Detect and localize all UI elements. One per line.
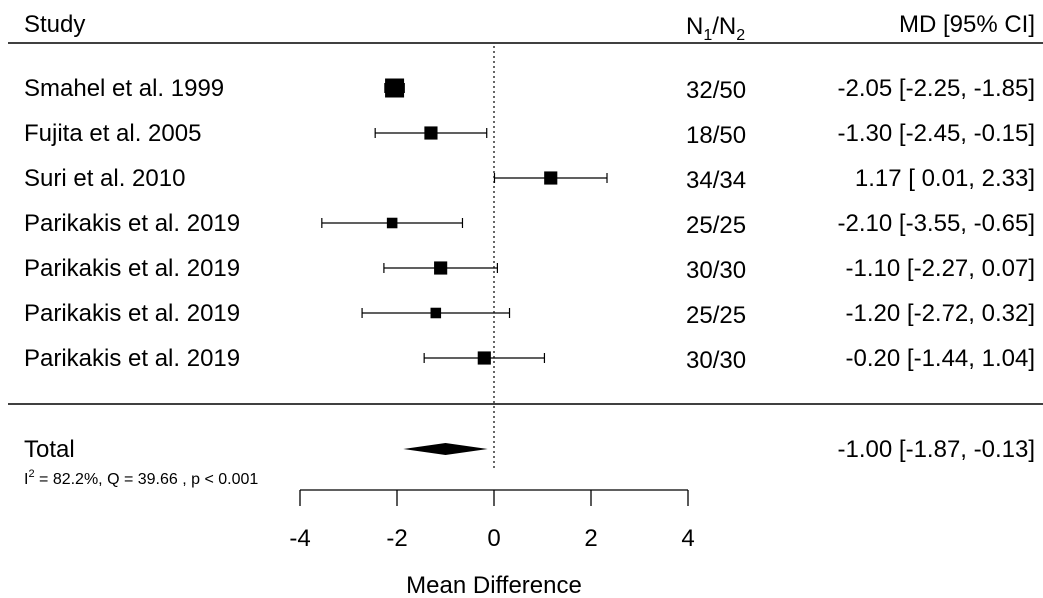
header-study: Study xyxy=(24,11,85,38)
study-effect-text: -1.10 [-2.27, 0.07] xyxy=(846,255,1035,282)
study-label: Parikakis et al. 2019 xyxy=(24,255,240,282)
point-estimate xyxy=(385,78,405,98)
header-effect: MD [95% CI] xyxy=(899,11,1035,38)
study-row: Parikakis et al. 2019 30/30 -1.10 [-2.27, … xyxy=(24,255,1035,284)
x-tick-label: -4 xyxy=(289,525,310,552)
study-row: Suri et al. 2010 34/34 1.17 [ 0.01, 2.33] xyxy=(24,165,1035,194)
study-n: 18/50 xyxy=(686,122,746,149)
x-tick-label: 4 xyxy=(681,525,694,552)
point-estimate xyxy=(430,307,442,319)
study-n: 34/34 xyxy=(686,167,746,194)
study-n: 30/30 xyxy=(686,347,746,374)
total-diamond xyxy=(403,443,488,455)
study-rows: Smahel et al. 1999 32/50 -2.05 [-2.25, -1.… xyxy=(24,75,1035,374)
study-label: Parikakis et al. 2019 xyxy=(24,345,240,372)
x-tick-label: 0 xyxy=(487,525,500,552)
study-effect-text: 1.17 [ 0.01, 2.33] xyxy=(855,165,1035,192)
point-estimate xyxy=(424,126,438,140)
study-n: 25/25 xyxy=(686,302,746,329)
study-effect-text: -0.20 [-1.44, 1.04] xyxy=(846,345,1035,372)
point-estimate xyxy=(434,261,448,275)
point-estimate xyxy=(544,171,558,185)
study-label: Parikakis et al. 2019 xyxy=(24,300,240,327)
study-label: Suri et al. 2010 xyxy=(24,165,185,192)
x-tick-label: 2 xyxy=(584,525,597,552)
total-label: Total xyxy=(24,436,75,463)
study-effect-text: -1.20 [-2.72, 0.32] xyxy=(846,300,1035,327)
study-effect-text: -1.30 [-2.45, -0.15] xyxy=(838,120,1035,147)
x-axis: -4 -2 0 2 4 xyxy=(289,489,695,552)
study-n: 32/50 xyxy=(686,77,746,104)
study-n: 25/25 xyxy=(686,212,746,239)
header-n: N1/N2 xyxy=(686,13,745,44)
x-tick-label: -2 xyxy=(386,525,407,552)
study-effect-text: -2.05 [-2.25, -1.85] xyxy=(838,75,1035,102)
study-row: Fujita et al. 2005 18/50 -1.30 [-2.45, -0.… xyxy=(24,120,1035,149)
point-estimate xyxy=(477,351,491,365)
heterogeneity-stats: I2 = 82.2%, Q = 39.66 , p < 0.001 xyxy=(24,468,258,488)
study-row: Smahel et al. 1999 32/50 -2.05 [-2.25, -1.… xyxy=(24,75,1035,104)
point-estimate xyxy=(386,217,398,229)
study-label: Smahel et al. 1999 xyxy=(24,75,224,102)
study-n: 30/30 xyxy=(686,257,746,284)
study-label: Fujita et al. 2005 xyxy=(24,120,201,147)
study-row: Parikakis et al. 2019 25/25 -2.10 [-3.55, … xyxy=(24,210,1035,239)
study-row: Parikakis et al. 2019 25/25 -1.20 [-2.72, … xyxy=(24,300,1035,329)
x-axis-label: Mean Difference xyxy=(406,572,582,598)
study-label: Parikakis et al. 2019 xyxy=(24,210,240,237)
study-row: Parikakis et al. 2019 30/30 -0.20 [-1.44, … xyxy=(24,345,1035,374)
study-effect-text: -2.10 [-3.55, -0.65] xyxy=(838,210,1035,237)
total-effect-text: -1.00 [-1.87, -0.13] xyxy=(838,436,1035,463)
